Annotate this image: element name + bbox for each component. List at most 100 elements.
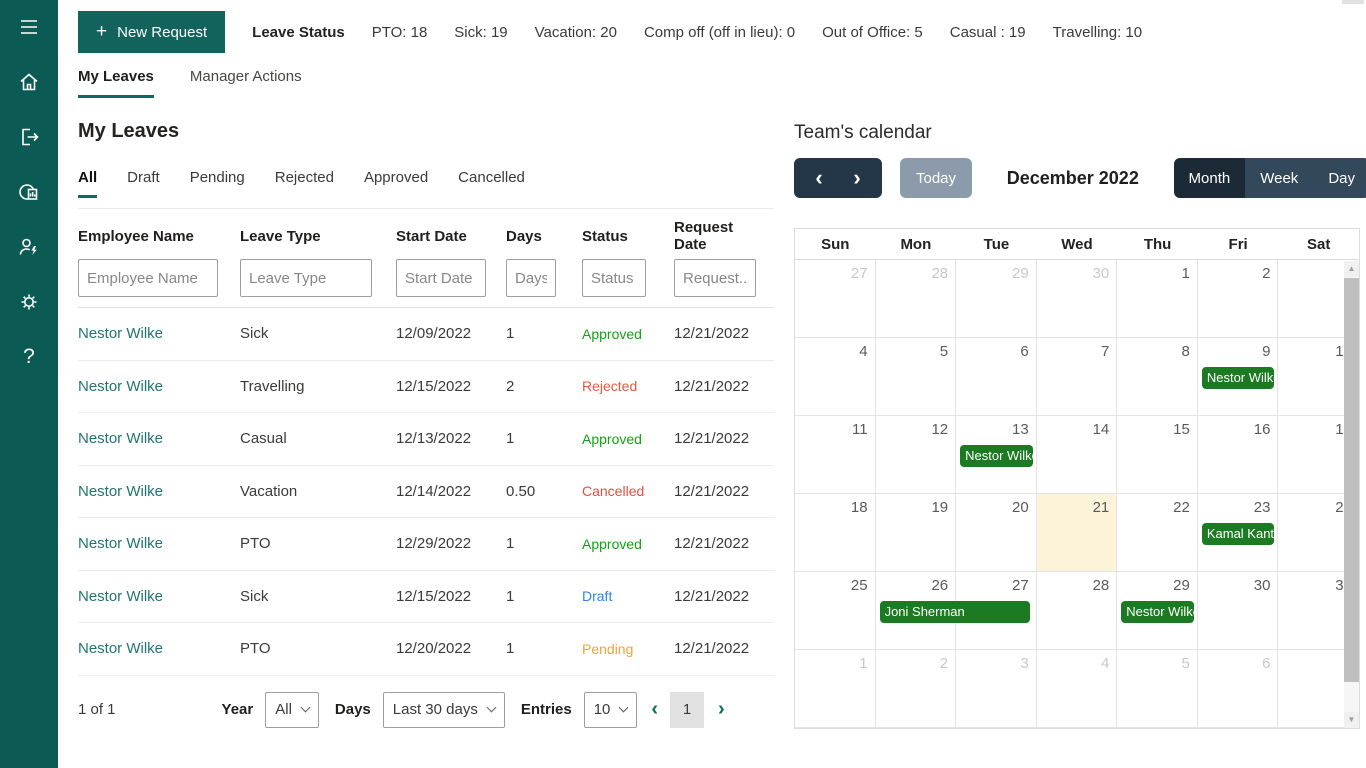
next-page-icon[interactable]: ›	[718, 698, 725, 720]
calendar-event[interactable]: Joni Sherman	[879, 601, 1030, 623]
calendar-cell[interactable]: 12	[876, 416, 957, 493]
calendar-cell[interactable]: 1	[1117, 260, 1198, 337]
scrollbar-thumb[interactable]	[1344, 278, 1359, 682]
calendar-cell[interactable]: 28	[876, 260, 957, 337]
calendar-cell[interactable]: 5	[876, 338, 957, 415]
day-header-sun: Sun	[821, 235, 850, 253]
calendar-cell[interactable]: 1	[795, 650, 876, 727]
calendar-event[interactable]: Nestor Wilke	[960, 445, 1033, 467]
today-button[interactable]: Today	[900, 158, 973, 198]
employee-link[interactable]: Nestor Wilke	[78, 430, 164, 448]
date-number: 30	[1253, 577, 1271, 594]
table-row[interactable]: Nestor Wilke Sick 12/09/2022 1 Approved …	[78, 308, 774, 361]
calendar-cell[interactable]: 7	[1037, 338, 1118, 415]
start-date-filter-input[interactable]	[396, 259, 486, 297]
calendar-cell[interactable]: 14	[1037, 416, 1118, 493]
employee-link[interactable]: Nestor Wilke	[78, 587, 164, 605]
employee-link[interactable]: Nestor Wilke	[78, 640, 164, 658]
calendar-cell[interactable]: 3	[956, 650, 1037, 727]
employee-link[interactable]: Nestor Wilke	[78, 482, 164, 500]
calendar-cell[interactable]: 15	[1117, 416, 1198, 493]
filter-pending[interactable]: Pending	[189, 169, 245, 186]
view-week-button[interactable]: Week	[1245, 158, 1314, 198]
request-date-cell: 12/21/2022	[674, 640, 750, 658]
calendar-cell[interactable]: 27	[956, 572, 1037, 649]
table-row[interactable]: Nestor Wilke PTO 12/20/2022 1 Pending 12…	[78, 623, 774, 676]
calendar-cell[interactable]: 29	[956, 260, 1037, 337]
prev-month-icon[interactable]: ‹	[815, 165, 823, 190]
table-row[interactable]: Nestor Wilke Vacation 12/14/2022 0.50 Ca…	[78, 466, 774, 518]
filter-draft[interactable]: Draft	[127, 169, 160, 186]
employee-name-filter-input[interactable]	[78, 259, 218, 297]
calendar-cell[interactable]: 30	[1198, 572, 1279, 649]
calendar-cell[interactable]: 2	[1198, 260, 1279, 337]
calendar-cell[interactable]: 26 Joni Sherman	[876, 572, 1030, 649]
reports-icon[interactable]	[16, 179, 42, 205]
filter-all[interactable]: All	[78, 169, 98, 198]
calendar-cell[interactable]: 28	[1037, 572, 1118, 649]
calendar-cell[interactable]: 19	[876, 494, 957, 571]
calendar-cell[interactable]: 6	[1198, 650, 1279, 727]
help-icon[interactable]: ?	[23, 345, 35, 368]
employee-link[interactable]: Nestor Wilke	[78, 377, 164, 395]
entries-dropdown[interactable]: 10	[583, 691, 638, 728]
tab-my-leaves[interactable]: My Leaves	[78, 68, 154, 98]
scroll-down-icon[interactable]: ▼	[1344, 712, 1359, 728]
leave-type-filter-input[interactable]	[240, 259, 372, 297]
table-row[interactable]: Nestor Wilke Casual 12/13/2022 1 Approve…	[78, 413, 774, 466]
calendar-cell[interactable]: 27	[795, 260, 876, 337]
request-date-cell: 12/21/2022	[674, 482, 750, 500]
filter-approved[interactable]: Approved	[363, 169, 429, 186]
table-row[interactable]: Nestor Wilke Sick 12/15/2022 1 Draft 12/…	[78, 571, 774, 623]
table-row[interactable]: Nestor Wilke PTO 12/29/2022 1 Approved 1…	[78, 518, 774, 571]
calendar-cell[interactable]: 9 Nestor Wilke	[1198, 338, 1279, 415]
home-icon[interactable]	[16, 69, 42, 95]
calendar-cell-today[interactable]: 21	[1036, 494, 1118, 571]
status-filter-input[interactable]	[582, 259, 646, 297]
calendar-cell[interactable]: 6	[956, 338, 1037, 415]
sign-out-icon[interactable]	[16, 124, 42, 150]
calendar-cell[interactable]: 20	[956, 494, 1037, 571]
settings-gear-icon[interactable]	[16, 289, 42, 315]
days-dropdown[interactable]: Last 30 days	[382, 691, 505, 728]
calendar-cell[interactable]: 25	[795, 572, 876, 649]
calendar-scrollbar[interactable]: ▲ ▼	[1344, 261, 1359, 728]
employee-link[interactable]: Nestor Wilke	[78, 325, 164, 343]
filter-cancelled[interactable]: Cancelled	[458, 169, 525, 186]
scroll-up-icon[interactable]: ▲	[1344, 261, 1359, 277]
calendar-cell[interactable]: 30	[1037, 260, 1118, 337]
next-month-icon[interactable]: ›	[853, 165, 861, 190]
page-tabs: My Leaves Manager Actions	[78, 68, 1366, 98]
calendar-cell[interactable]: 4	[1037, 650, 1118, 727]
calendar-cell[interactable]: 11	[795, 416, 876, 493]
calendar-day-headers: Sun Mon Tue Wed Thu Fri Sat	[795, 229, 1359, 260]
date-number: 2	[1262, 265, 1271, 282]
calendar-cell[interactable]: 22	[1117, 494, 1198, 571]
menu-icon[interactable]	[16, 14, 42, 40]
calendar-cell[interactable]: 13 Nestor Wilke	[956, 416, 1037, 493]
calendar-cell[interactable]: 18	[795, 494, 876, 571]
prev-page-icon[interactable]: ‹	[651, 698, 659, 720]
calendar-cell[interactable]: 8	[1117, 338, 1198, 415]
view-day-button[interactable]: Day	[1313, 158, 1366, 198]
new-request-button[interactable]: + New Request	[78, 11, 226, 53]
view-month-button[interactable]: Month	[1173, 158, 1246, 198]
calendar-cell[interactable]: 5	[1117, 650, 1198, 727]
calendar-cell[interactable]: 29 Nestor Wilke	[1117, 572, 1198, 649]
year-dropdown[interactable]: All	[265, 691, 319, 728]
current-page-button[interactable]: 1	[670, 691, 705, 728]
calendar-cell[interactable]: 16	[1198, 416, 1279, 493]
tab-manager-actions[interactable]: Manager Actions	[189, 68, 302, 85]
calendar-cell[interactable]: 4	[795, 338, 876, 415]
request-date-filter-input[interactable]	[674, 259, 756, 297]
calendar-cell[interactable]: 2	[876, 650, 957, 727]
user-actions-icon[interactable]	[16, 234, 42, 260]
calendar-event[interactable]: Kamal Kant	[1201, 523, 1275, 545]
employee-link[interactable]: Nestor Wilke	[78, 535, 164, 553]
calendar-cell[interactable]: 23 Kamal Kant	[1198, 494, 1279, 571]
calendar-event[interactable]: Nestor Wilke	[1121, 601, 1194, 623]
filter-rejected[interactable]: Rejected	[274, 169, 334, 186]
table-row[interactable]: Nestor Wilke Travelling 12/15/2022 2 Rej…	[78, 361, 774, 413]
days-filter-input[interactable]	[506, 259, 556, 297]
calendar-event[interactable]: Nestor Wilke	[1201, 367, 1275, 389]
